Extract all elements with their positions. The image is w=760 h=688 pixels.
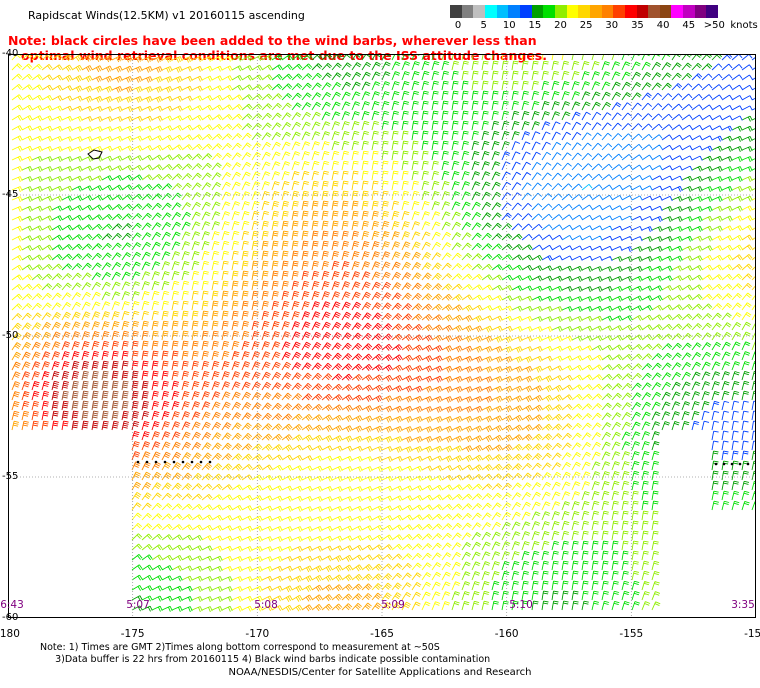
- colorbar-segment: [496, 5, 509, 18]
- wind-barb-group: [61, 370, 129, 421]
- island-outline: [87, 149, 103, 160]
- colorbar-segment: [484, 5, 497, 18]
- contamination-marker: [163, 460, 167, 464]
- colorbar-segment: [659, 5, 672, 18]
- wind-barb-group: [21, 54, 756, 613]
- time-label: 6:43: [0, 599, 24, 611]
- contamination-marker: [136, 460, 140, 464]
- colorbar-label: 15: [528, 20, 542, 31]
- wind-barbs: [11, 54, 756, 613]
- x-tick-label: -170: [245, 628, 270, 640]
- colorbar-unit: knots: [730, 20, 758, 31]
- colorbar-segment: [648, 5, 660, 18]
- colorbar-segment: [706, 5, 719, 18]
- colorbar-label: 45: [682, 20, 696, 31]
- y-tick-label: -40: [2, 48, 19, 59]
- contamination-marker: [208, 460, 212, 464]
- contamination-marker: [154, 460, 158, 464]
- x-tick-label: -165: [370, 628, 394, 640]
- colorbar-segment: [578, 5, 590, 18]
- time-label: 5:07: [126, 599, 150, 611]
- colorbar-segment: [519, 5, 532, 18]
- colorbar-label: 25: [579, 20, 593, 31]
- colorbar-segment: [589, 5, 602, 18]
- wind-barb-group: [101, 54, 756, 612]
- colorbar-labels: knots 0 5 10 15 20 25 30 35 40 45 >50: [450, 20, 760, 34]
- colorbar-segment: [473, 5, 485, 18]
- colorbar-segment: [508, 5, 520, 18]
- contamination-marker: [181, 460, 185, 464]
- x-tick-label: -155: [619, 628, 644, 640]
- colorbar-label: 30: [605, 20, 619, 31]
- colorbar-segment: [554, 5, 567, 18]
- contamination-marker: [714, 462, 718, 466]
- colorbar-segment: [566, 5, 579, 18]
- y-tick-label: -45: [2, 189, 19, 200]
- wind-barb-group: [581, 183, 593, 191]
- colorbar-segment: [636, 5, 649, 18]
- wind-barb-group: [11, 54, 756, 612]
- colorbar-segment: [694, 5, 707, 18]
- wind-barb-group: [501, 54, 756, 461]
- contamination-marker: [190, 460, 194, 464]
- map-frame: [8, 54, 756, 618]
- time-label: 5:10: [509, 599, 533, 611]
- colorbar-segment: [543, 5, 555, 18]
- wind-barb-group: [31, 301, 403, 441]
- wind-barb-map: [8, 54, 756, 618]
- y-tick-label: -60: [2, 612, 19, 623]
- colorbar-segment: [531, 5, 544, 18]
- colorbar-segment: [461, 5, 474, 18]
- colorbar-label: >50: [703, 20, 725, 31]
- colorbar-segment: [671, 5, 684, 18]
- contamination-marker: [738, 462, 742, 466]
- x-tick-label: -150: [744, 628, 760, 640]
- wind-barb-group: [51, 54, 756, 613]
- y-tick-label: -50: [2, 330, 19, 341]
- contamination-marker: [199, 460, 203, 464]
- colorbar-segment: [683, 5, 695, 18]
- contamination-marker: [722, 462, 726, 466]
- time-label: 3:35: [731, 599, 755, 611]
- colorbar-label: 5: [480, 20, 487, 31]
- wind-barb-group: [21, 260, 443, 461]
- time-label: 5:09: [381, 599, 405, 611]
- colorbar-label: 20: [554, 20, 567, 31]
- footer-credit: NOAA/NESDIS/Center for Satellite Applica…: [228, 667, 532, 678]
- contamination-marker: [730, 462, 734, 466]
- colorbar-label: 40: [656, 20, 670, 31]
- contamination-marker: [746, 462, 750, 466]
- page-title: Rapidscat Winds(12.5KM) v1 20160115 asce…: [28, 9, 305, 22]
- colorbar-label: 0: [454, 20, 462, 31]
- y-tick-label: -55: [2, 471, 19, 482]
- colorbar-segment: [601, 5, 614, 18]
- colorbar-segment: [624, 5, 637, 18]
- wind-speed-colorbar: [450, 5, 719, 18]
- x-tick-label: -175: [120, 628, 145, 640]
- wind-barb-group: [11, 54, 756, 612]
- wind-barb-group: [521, 132, 663, 241]
- time-label: 5:08: [254, 599, 278, 611]
- contamination-marker: [172, 460, 176, 464]
- colorbar-segment: [613, 5, 625, 18]
- wind-barb-group: [51, 360, 150, 431]
- x-tick-label: -180: [0, 628, 20, 640]
- colorbar-label: 35: [631, 20, 644, 31]
- x-tick-label: -160: [494, 628, 519, 640]
- contamination-marker: [145, 460, 149, 464]
- footer-notes: Note: 1) Times are GMT 2)Times along bot…: [40, 642, 491, 665]
- colorbar-label: 10: [502, 20, 516, 31]
- wind-barb-group: [11, 230, 493, 471]
- colorbar-segment: [450, 5, 462, 18]
